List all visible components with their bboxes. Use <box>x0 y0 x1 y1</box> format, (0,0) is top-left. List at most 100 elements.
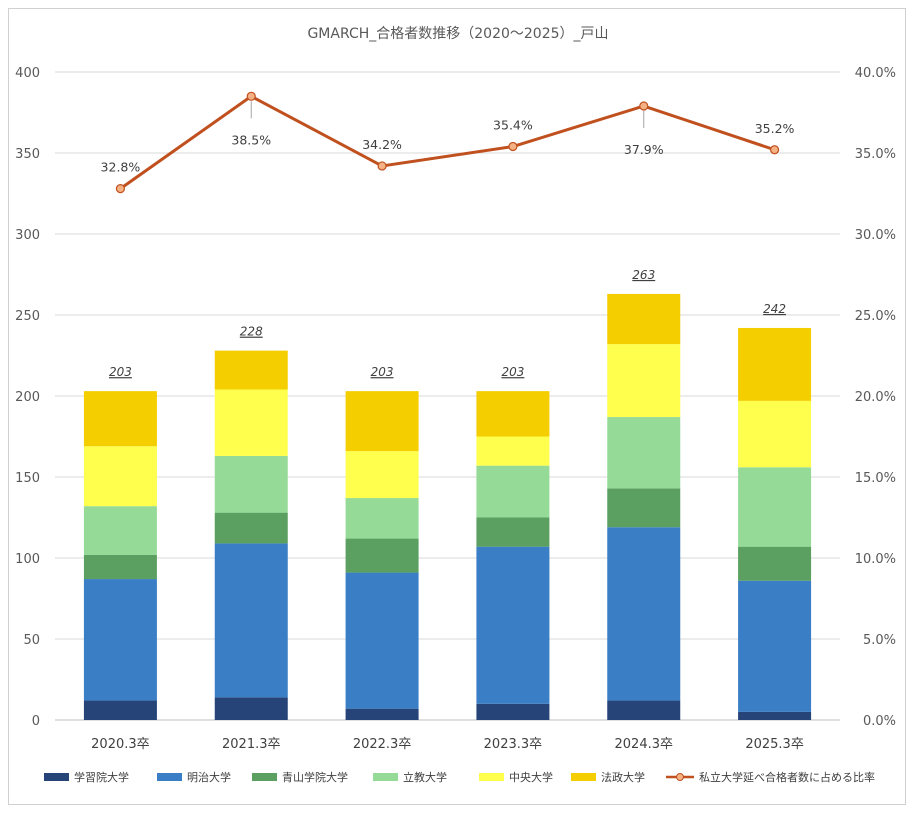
legend-label: 中央大学 <box>509 770 553 784</box>
ratio-data-label: 38.5% <box>231 132 271 147</box>
bar-total-label: 242 <box>763 302 786 316</box>
bar-segment <box>345 538 419 573</box>
legend-label: 学習院大学 <box>74 770 129 784</box>
x-tick-label: 2023.3卒 <box>484 737 543 752</box>
bar-segment <box>83 554 157 580</box>
bar-segment <box>214 389 288 456</box>
y2-tick-label: 0.0% <box>863 714 896 729</box>
y-tick-label: 300 <box>15 228 40 243</box>
legend-label: 青山学院大学 <box>282 770 348 784</box>
bar-segment <box>214 512 288 544</box>
legend-label: 明治大学 <box>187 770 231 784</box>
y2-tick-label: 30.0% <box>855 228 896 243</box>
legend-swatch <box>44 773 69 781</box>
bar-segment <box>738 467 812 547</box>
y-tick-label: 350 <box>15 147 40 162</box>
legend-swatch <box>252 773 277 781</box>
bar-segment <box>607 293 681 345</box>
bar-segment <box>607 344 681 418</box>
ratio-data-label: 35.4% <box>493 118 533 133</box>
y2-tick-label: 5.0% <box>863 633 896 648</box>
bar-segment <box>738 400 812 468</box>
bar-segment <box>607 417 681 489</box>
y-tick-label: 50 <box>23 633 40 648</box>
ratio-data-label: 35.2% <box>755 121 795 136</box>
bar-segment <box>345 451 419 499</box>
y2-tick-label: 20.0% <box>855 390 896 405</box>
ratio-point <box>769 145 780 155</box>
y2-tick-label: 10.0% <box>855 552 896 567</box>
bar-segment <box>214 697 288 720</box>
ratio-data-label: 32.8% <box>101 160 141 175</box>
bar-total-label: 203 <box>501 365 524 379</box>
ratio-point <box>639 101 649 111</box>
legend-line-marker <box>676 773 684 781</box>
ratio-line: 32.8% 38.5% 34.2% 35.4% 37.9% 35.2% <box>101 91 795 194</box>
bar-segment <box>214 455 288 513</box>
bar-segment <box>607 488 681 528</box>
bar-segment <box>345 708 419 720</box>
legend-swatch <box>157 773 182 781</box>
bar-segment <box>607 527 681 701</box>
bar-segment <box>83 700 157 720</box>
bar-segment <box>476 703 550 720</box>
axes: 0 50 100 150 200 250 300 350 400 0.0% 5.0% 10.0% 15.… <box>15 66 896 752</box>
chart-title: GMARCH_合格者数推移（2020～2025）_戸山 <box>307 26 608 42</box>
x-tick-label: 2021.3卒 <box>222 737 281 752</box>
ratio-point <box>377 161 387 171</box>
bar-segment <box>607 700 681 720</box>
bar-segment <box>83 506 157 555</box>
legend: 学習院大学 明治大学 青山学院大学 立教大学 中央大学 法政大学 私立大学延べ合格者数に占め… <box>44 770 875 784</box>
bar-segment <box>738 327 812 401</box>
ratio-point <box>246 91 256 101</box>
bar-segment <box>476 465 550 518</box>
y-tick-label: 200 <box>15 390 40 405</box>
legend-label: 法政大学 <box>601 770 645 784</box>
legend-label: 立教大学 <box>403 770 447 784</box>
ratio-line-path <box>119 94 776 190</box>
gridlines <box>55 71 840 721</box>
bar-total-label: 263 <box>632 268 655 282</box>
bar-segment <box>476 436 550 466</box>
bar-segment <box>345 498 419 539</box>
legend-swatch <box>479 773 504 781</box>
y2-tick-label: 35.0% <box>855 147 896 162</box>
x-tick-label: 2022.3卒 <box>353 737 412 752</box>
bar-segment <box>738 711 812 720</box>
bar-segment <box>83 391 157 447</box>
ratio-point <box>115 184 126 194</box>
ratio-data-label: 34.2% <box>362 137 402 152</box>
legend-label: 私立大学延べ合格者数に占める比率 <box>699 770 875 784</box>
legend-swatch <box>571 773 596 781</box>
bar-segment <box>83 446 157 507</box>
bar-segment <box>214 350 288 390</box>
y-tick-label: 150 <box>15 471 40 486</box>
x-tick-label: 2020.3卒 <box>91 737 150 752</box>
bar-segment <box>476 546 550 704</box>
ratio-data-label: 37.9% <box>624 142 664 157</box>
bar-segment <box>738 546 812 581</box>
bar-segment <box>345 572 419 709</box>
y-tick-label: 0 <box>32 714 40 729</box>
y2-tick-label: 40.0% <box>855 66 896 81</box>
y-tick-label: 100 <box>15 552 40 567</box>
bar-total-label: 203 <box>109 365 132 379</box>
y-tick-label: 250 <box>15 309 40 324</box>
x-tick-label: 2024.3卒 <box>615 737 674 752</box>
bar-segment <box>345 391 419 452</box>
y2-tick-label: 15.0% <box>855 471 896 486</box>
x-tick-label: 2025.3卒 <box>745 737 804 752</box>
bar-segment <box>214 543 288 698</box>
bar-segment <box>476 517 550 547</box>
y-tick-label: 400 <box>15 66 40 81</box>
bar-segment <box>476 391 550 437</box>
ratio-point <box>508 141 518 152</box>
y2-tick-label: 25.0% <box>855 309 896 324</box>
bar-total-label: 228 <box>240 325 263 339</box>
bar-total-label: 203 <box>371 365 394 379</box>
bar-segment <box>83 579 157 701</box>
legend-swatch <box>373 773 398 781</box>
bar-segment <box>738 580 812 712</box>
bars: 203 228 203 203 263 242 <box>83 268 812 720</box>
